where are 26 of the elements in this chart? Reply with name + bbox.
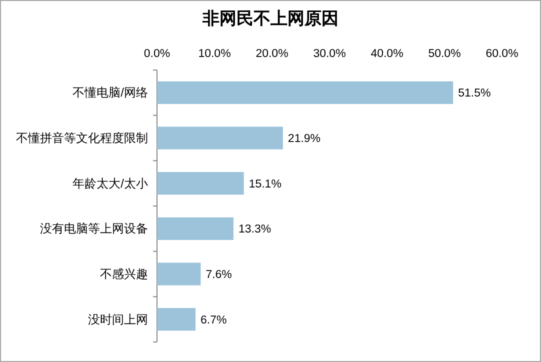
bar	[157, 81, 454, 104]
data-label: 15.1%	[248, 178, 282, 190]
chart-title: 非网民不上网原因	[202, 9, 338, 29]
x-tick-label: 0.0%	[144, 48, 170, 60]
data-label: 21.9%	[288, 133, 321, 145]
y-tick-label: 没时间上网	[88, 312, 148, 326]
y-tick-label: 不感兴趣	[100, 267, 148, 281]
bar	[157, 126, 283, 150]
data-label: 6.7%	[200, 314, 227, 326]
bar	[157, 262, 201, 286]
bar	[157, 217, 234, 240]
x-tick-label: 10.0%	[198, 48, 231, 60]
x-tick-label: 60.0%	[486, 48, 518, 60]
bar	[157, 172, 244, 195]
x-tick-label: 40.0%	[370, 48, 404, 60]
x-tick-label: 30.0%	[313, 48, 346, 60]
y-tick-label: 没有电脑等上网设备	[40, 222, 148, 236]
y-tick-label: 年龄太大/太小	[72, 176, 148, 190]
x-tick-label: 50.0%	[428, 48, 461, 60]
bar	[157, 308, 196, 331]
data-label: 13.3%	[238, 224, 272, 236]
data-label: 7.6%	[206, 269, 232, 281]
x-tick-label: 20.0%	[256, 48, 288, 60]
y-tick-label: 不懂拼音等文化程度限制	[16, 131, 148, 145]
data-label: 51.5%	[458, 88, 491, 100]
y-tick-label: 不懂电脑/网络	[72, 86, 148, 100]
